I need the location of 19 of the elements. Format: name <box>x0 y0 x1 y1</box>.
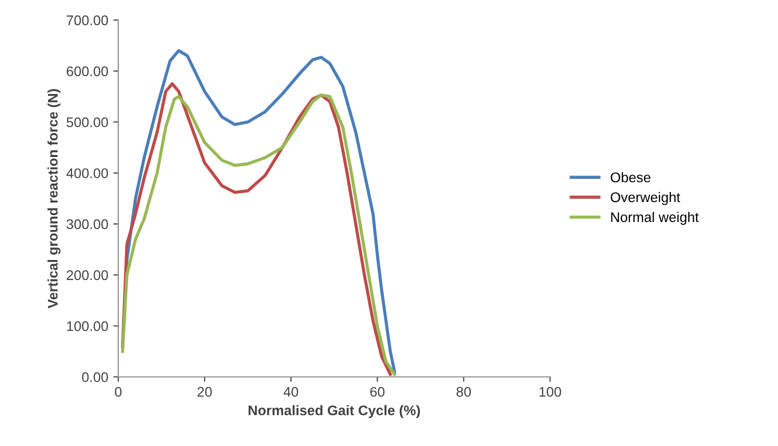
legend-label: Overweight <box>610 192 680 205</box>
x-tick-label: 40 <box>284 386 298 397</box>
y-tick-label: 500.00 <box>66 117 108 128</box>
y-tick-label: 100.00 <box>67 321 108 332</box>
y-tick-label: 600.00 <box>66 66 108 76</box>
x-tick-label: 80 <box>456 386 471 397</box>
y-tick-label: 700.00 <box>66 15 108 26</box>
y-tick-label: 400.00 <box>66 168 108 178</box>
legend-label: Normal weight <box>611 212 699 225</box>
x-tick-label: 100 <box>540 386 562 397</box>
x-tick-label: 0 <box>114 386 122 397</box>
legend-label: Obese <box>610 172 650 182</box>
y-tick-label: 0.00 <box>82 372 108 382</box>
y-tick-label: 300.00 <box>66 219 108 230</box>
y-tick-label: 200.00 <box>66 270 108 280</box>
y-axis-title: Vertical ground reaction force (N) <box>47 89 60 308</box>
x-tick-label: 60 <box>370 386 385 397</box>
x-axis-title: Normalised Gait Cycle (%) <box>248 405 420 418</box>
x-tick-label: 20 <box>198 386 212 397</box>
